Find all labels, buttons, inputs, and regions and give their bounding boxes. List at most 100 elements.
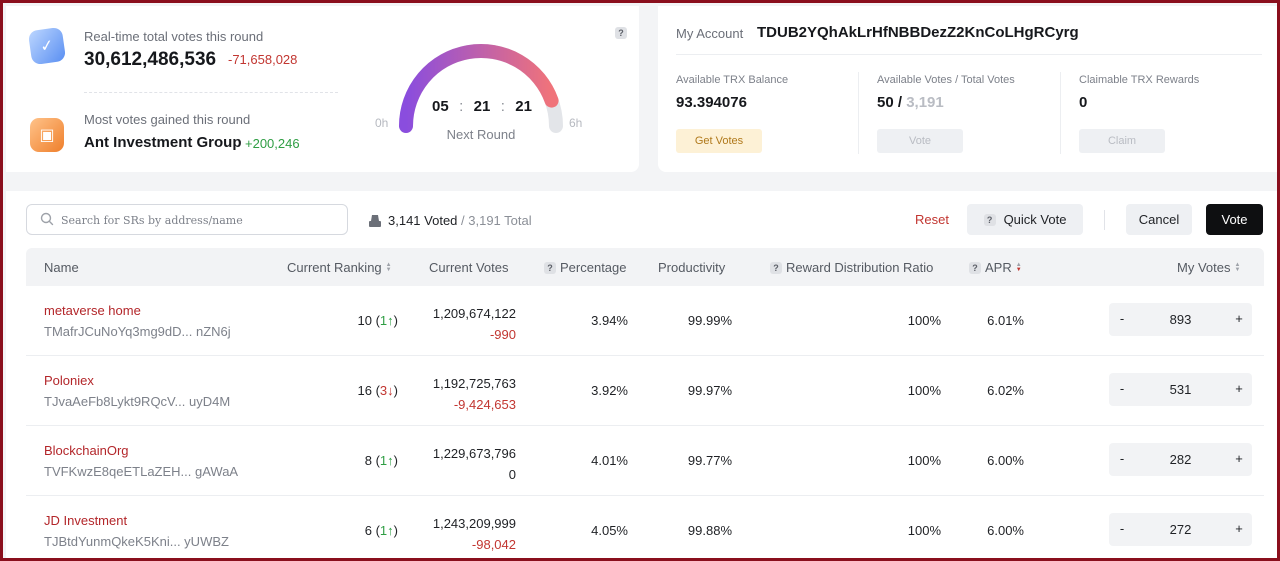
my-votes-input[interactable]: 893 xyxy=(1169,312,1192,327)
votes-change: -9,424,653 xyxy=(453,397,516,412)
increment-button[interactable]: + xyxy=(1235,521,1243,536)
header-percentage: ? Percentage xyxy=(544,260,627,275)
question-icon[interactable]: ? xyxy=(544,261,556,274)
decrement-button[interactable]: - xyxy=(1119,311,1125,326)
round-stats-panel: ✓ Real-time total votes this round 30,61… xyxy=(6,6,639,172)
sort-arrows-icon: ▲ ▼ xyxy=(385,261,392,273)
sr-votes: 1,229,673,796 0 xyxy=(433,443,516,485)
countdown-minutes: 21 xyxy=(473,98,491,115)
gauge-progress xyxy=(399,43,559,133)
header-votes: Current Votes xyxy=(429,260,509,275)
votes-value: 1,229,673,796 xyxy=(432,446,516,461)
my-votes-stepper: - 272 + xyxy=(1109,513,1252,546)
question-icon[interactable]: ? xyxy=(770,261,782,274)
account-address[interactable]: TDUB2YQhAkLrHfNBBDezZ2KnCoLHgRCyrg xyxy=(757,24,1079,41)
decrement-button[interactable]: - xyxy=(1119,451,1125,466)
my-votes-input[interactable]: 272 xyxy=(1169,522,1192,537)
sr-votes: 1,192,725,763 -9,424,653 xyxy=(433,373,516,415)
votes-label: Available Votes / Total Votes xyxy=(877,74,1015,86)
sr-ranking: 16 (3↓) xyxy=(358,383,398,398)
claim-button[interactable]: Claim xyxy=(1079,129,1165,153)
total-votes-label: Real-time total votes this round xyxy=(84,29,264,44)
sr-name[interactable]: JD Investment xyxy=(44,513,128,528)
header-ranking[interactable]: Current Ranking ▲ ▼ xyxy=(287,260,392,275)
account-vote-button[interactable]: Vote xyxy=(877,129,963,153)
account-label: My Account xyxy=(676,26,744,41)
rank-change: 3↓ xyxy=(379,383,394,398)
header-my-votes[interactable]: My Votes ▲ ▼ xyxy=(1177,260,1240,275)
get-votes-button[interactable]: Get Votes xyxy=(676,129,762,153)
my-votes-stepper: - 282 + xyxy=(1109,443,1252,476)
my-votes-input[interactable]: 531 xyxy=(1169,382,1192,397)
decrement-button[interactable]: - xyxy=(1119,521,1125,536)
table-row: metaverse home TMafrJCuNoYq3mg9dD... nZN… xyxy=(26,286,1264,356)
reset-button[interactable]: Reset xyxy=(915,212,949,227)
sr-votes: 1,243,209,999 -98,042 xyxy=(433,513,516,555)
sr-votes: 1,209,674,122 -990 xyxy=(433,303,516,345)
sr-ranking: 8 (1↑) xyxy=(365,453,398,468)
sr-name[interactable]: metaverse home xyxy=(44,303,141,318)
cancel-button[interactable]: Cancel xyxy=(1126,204,1192,235)
question-icon[interactable]: ? xyxy=(969,261,981,274)
sr-ratio: 100% xyxy=(907,383,941,398)
header-ratio-label: Reward Distribution Ratio xyxy=(786,260,934,275)
question-icon[interactable]: ? xyxy=(615,27,627,39)
search-box[interactable] xyxy=(26,204,348,235)
sr-percentage: 4.05% xyxy=(591,523,628,538)
rank-value: 10 ( xyxy=(357,313,380,328)
votes-available: 50 / xyxy=(877,94,907,111)
sr-ranking: 10 (1↑) xyxy=(358,313,398,328)
rank-close: ) xyxy=(393,453,398,468)
header-ratio: ? Reward Distribution Ratio xyxy=(770,260,933,275)
sr-ratio: 100% xyxy=(907,313,941,328)
vote-button[interactable]: Vote xyxy=(1206,204,1263,235)
quick-vote-button[interactable]: ? Quick Vote xyxy=(967,204,1083,235)
countdown-hours: 05 xyxy=(432,98,449,115)
divider xyxy=(84,92,338,93)
countdown-timer: 05 : 21 : 21 xyxy=(432,98,532,115)
round-countdown-gauge xyxy=(399,43,563,133)
gauge-max-label: 6h xyxy=(569,116,583,130)
sr-ratio: 100% xyxy=(907,453,941,468)
sr-apr: 6.00% xyxy=(987,453,1024,468)
search-input[interactable] xyxy=(61,211,341,229)
sort-arrows-icon: ▲ ▼ xyxy=(1234,261,1241,273)
table-row: JD Investment TJBtdYunmQkeK5Kni... yUWBZ… xyxy=(26,496,1264,558)
next-round-caption: Next Round xyxy=(446,127,516,142)
sr-address: TMafrJCuNoYq3mg9dD... nZN6j xyxy=(44,324,231,339)
my-votes-stepper: - 893 + xyxy=(1109,303,1252,336)
header-ranking-label: Current Ranking xyxy=(287,260,382,275)
most-gained-change: +200,246 xyxy=(245,136,300,151)
votes-value: 1,209,674,122 xyxy=(432,306,516,321)
balance-label: Available TRX Balance xyxy=(676,74,789,86)
sr-name[interactable]: Poloniex xyxy=(44,373,94,388)
rank-value: 6 ( xyxy=(364,523,380,538)
my-votes-input[interactable]: 282 xyxy=(1169,452,1192,467)
sr-name[interactable]: BlockchainOrg xyxy=(44,443,129,458)
balance-value: 93.394076 xyxy=(676,94,747,111)
sr-percentage: 3.92% xyxy=(591,383,628,398)
divider xyxy=(1104,210,1105,230)
votes-total: 3,191 xyxy=(906,94,944,111)
divider xyxy=(676,54,1262,55)
account-panel: My Account TDUB2YQhAkLrHfNBBDezZ2KnCoLHg… xyxy=(658,6,1277,172)
header-apr[interactable]: ? APR ▲ ▼ xyxy=(969,260,1022,275)
ballot-box-icon xyxy=(369,214,381,227)
sr-ratio: 100% xyxy=(907,523,941,538)
voted-separator: / xyxy=(457,213,469,228)
most-gained-name: Ant Investment Group xyxy=(84,134,242,151)
column-divider xyxy=(1060,72,1061,154)
sr-ranking: 6 (1↑) xyxy=(365,523,398,538)
decrement-button[interactable]: - xyxy=(1119,381,1125,396)
increment-button[interactable]: + xyxy=(1235,311,1243,326)
votes-change: -98,042 xyxy=(471,537,516,552)
increment-button[interactable]: + xyxy=(1235,451,1243,466)
header-percentage-label: Percentage xyxy=(560,260,627,275)
trophy-icon: ▣ xyxy=(30,118,64,152)
increment-button[interactable]: + xyxy=(1235,381,1243,396)
sort-arrows-icon: ▲ ▼ xyxy=(1015,261,1022,273)
votes-value: 1,243,209,999 xyxy=(432,516,516,531)
balance-column: Available TRX Balance 93.394076 xyxy=(676,74,788,111)
rank-change: 1↑ xyxy=(379,313,394,328)
table-row: Poloniex TJvaAeFb8Lykt9RQcV... uyD4M 16 … xyxy=(26,356,1264,426)
